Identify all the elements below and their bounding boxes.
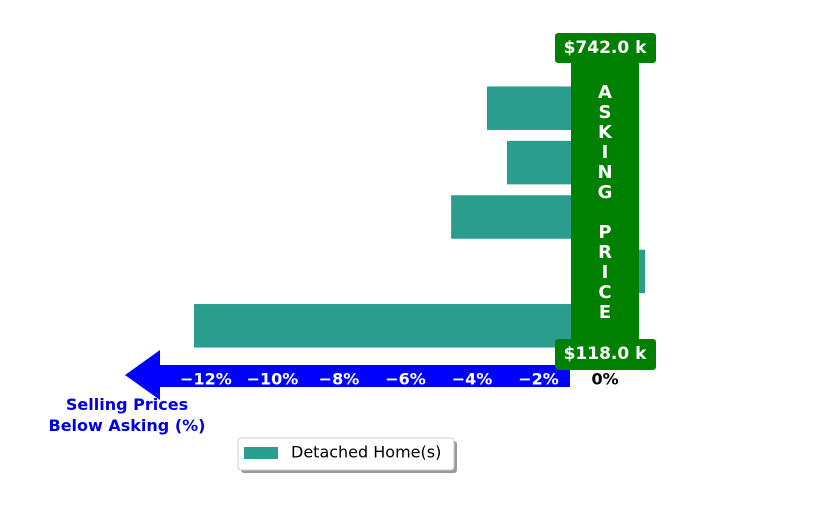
x-tick-label: −2% — [518, 370, 559, 389]
x-tick-label: 0% — [592, 370, 619, 389]
bar — [193, 304, 606, 348]
x-axis-label: Selling Prices Below Asking (%) — [49, 395, 206, 435]
legend-swatch — [244, 447, 278, 459]
x-tick-label: −6% — [385, 370, 426, 389]
bottom-label-box — [555, 339, 656, 370]
top-label: $742.0 k — [564, 38, 648, 58]
top-label-box — [555, 33, 656, 63]
axis-arrow — [125, 350, 570, 400]
x-tick-label: −8% — [319, 370, 360, 389]
x-tick-label: −10% — [247, 370, 299, 389]
legend — [237, 437, 455, 471]
bottom-label: $118.0 k — [564, 344, 648, 364]
asking-band — [571, 60, 639, 350]
x-tick-label: −4% — [452, 370, 493, 389]
x-tick-label: −12% — [180, 370, 232, 389]
legend-label: Detached Home(s) — [291, 443, 441, 462]
